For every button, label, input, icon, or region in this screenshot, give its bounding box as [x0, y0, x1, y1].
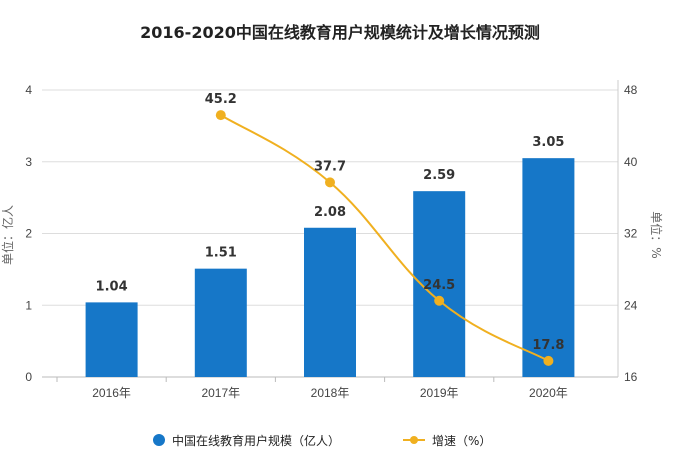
- growth-point: [215, 110, 226, 121]
- left-tick-label: 4: [25, 83, 32, 97]
- right-tick-label: 48: [624, 83, 638, 97]
- bar: [304, 227, 356, 377]
- left-tick-label: 0: [25, 370, 32, 384]
- x-tick-label: 2017年: [201, 386, 240, 400]
- legend-line-label: 增速（%）: [432, 434, 491, 448]
- x-tick-label: 2016年: [92, 386, 131, 400]
- x-tick-label: 2020年: [529, 386, 568, 400]
- right-axis-label: 单位：%: [649, 211, 664, 258]
- bar-data-label: 2.08: [314, 205, 346, 220]
- bar: [194, 268, 247, 377]
- growth-data-label: 24.5: [423, 278, 455, 293]
- right-tick-label: 24: [624, 298, 638, 312]
- legend-bar-marker: [153, 434, 165, 446]
- x-tick-label: 2018年: [311, 386, 350, 400]
- growth-data-label: 17.8: [532, 338, 564, 353]
- right-tick-label: 32: [624, 227, 638, 241]
- bar-data-label: 2.59: [423, 168, 455, 183]
- left-tick-label: 1: [25, 298, 32, 312]
- chart-title: 2016-2020中国在线教育用户规模统计及增长情况预测: [140, 23, 540, 42]
- legend: 中国在线教育用户规模（亿人） 增速（%）: [153, 433, 491, 448]
- left-tick-label: 3: [25, 155, 32, 169]
- growth-data-label: 45.2: [205, 92, 237, 107]
- growth-line: [220, 114, 549, 362]
- bar-data-label: 3.05: [532, 135, 564, 150]
- legend-bar-label: 中国在线教育用户规模（亿人）: [172, 433, 340, 448]
- bar-data-label: 1.51: [205, 246, 237, 261]
- right-tick-label: 40: [624, 155, 638, 169]
- bar: [85, 302, 138, 377]
- legend-line-dot: [410, 436, 418, 444]
- growth-point: [325, 177, 335, 188]
- growth-point: [543, 355, 554, 366]
- bar: [522, 158, 575, 377]
- left-axis-label: 单位：亿人: [0, 205, 15, 265]
- growth-data-label: 37.7: [314, 159, 346, 174]
- left-tick-label: 2: [25, 227, 32, 241]
- right-tick-label: 16: [624, 370, 638, 384]
- x-tick-label: 2019年: [420, 386, 459, 400]
- bar-data-label: 1.04: [96, 279, 128, 294]
- growth-point: [434, 295, 445, 306]
